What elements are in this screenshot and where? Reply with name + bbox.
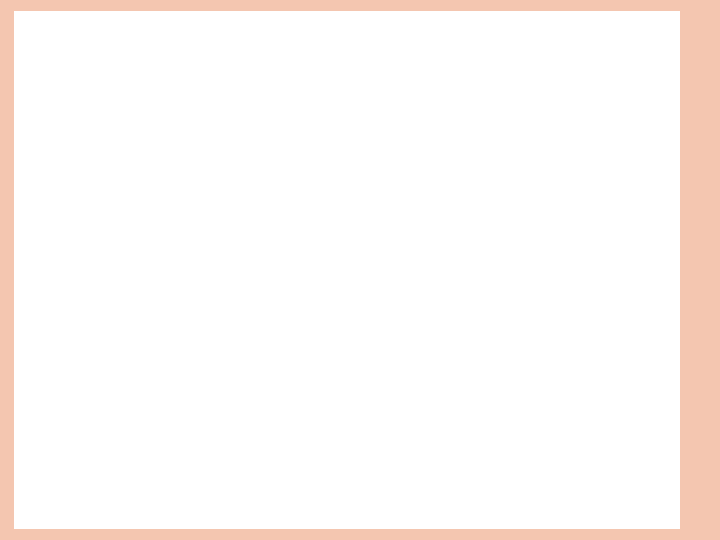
Circle shape — [624, 442, 693, 491]
Text: ▪: ▪ — [36, 418, 45, 433]
Text: ▪: ▪ — [36, 214, 45, 228]
Text: Screening and Benchmark: Screening and Benchmark — [86, 113, 355, 131]
Text: Universal measures that give a quick read on
whether students have mastered crit: Universal measures that give a quick rea… — [86, 141, 480, 180]
Text: ▪: ▪ — [36, 310, 45, 324]
Text: Provides an evaluation of the effectiveness of
instruction and indicate student : Provides an evaluation of the effectiven… — [86, 446, 469, 530]
Text: 29: 29 — [648, 459, 670, 474]
Text: TYPES OF ASSESSMENTS: TYPES OF ASSESSMENTS — [32, 38, 516, 76]
Text: ▪: ▪ — [36, 113, 45, 127]
Text: Determines whether adequate progress is made based
on individual goals regarding: Determines whether adequate progress is … — [86, 338, 547, 377]
Text: Diagnostic/Prescriptive: Diagnostic/Prescriptive — [86, 214, 323, 232]
Text: Individually administered to gain more in-depth
information and guide appropriat: Individually administered to gain more i… — [86, 242, 498, 303]
Text: Progress Monitoring: Progress Monitoring — [86, 310, 296, 328]
Text: Outcome: Outcome — [86, 418, 177, 436]
